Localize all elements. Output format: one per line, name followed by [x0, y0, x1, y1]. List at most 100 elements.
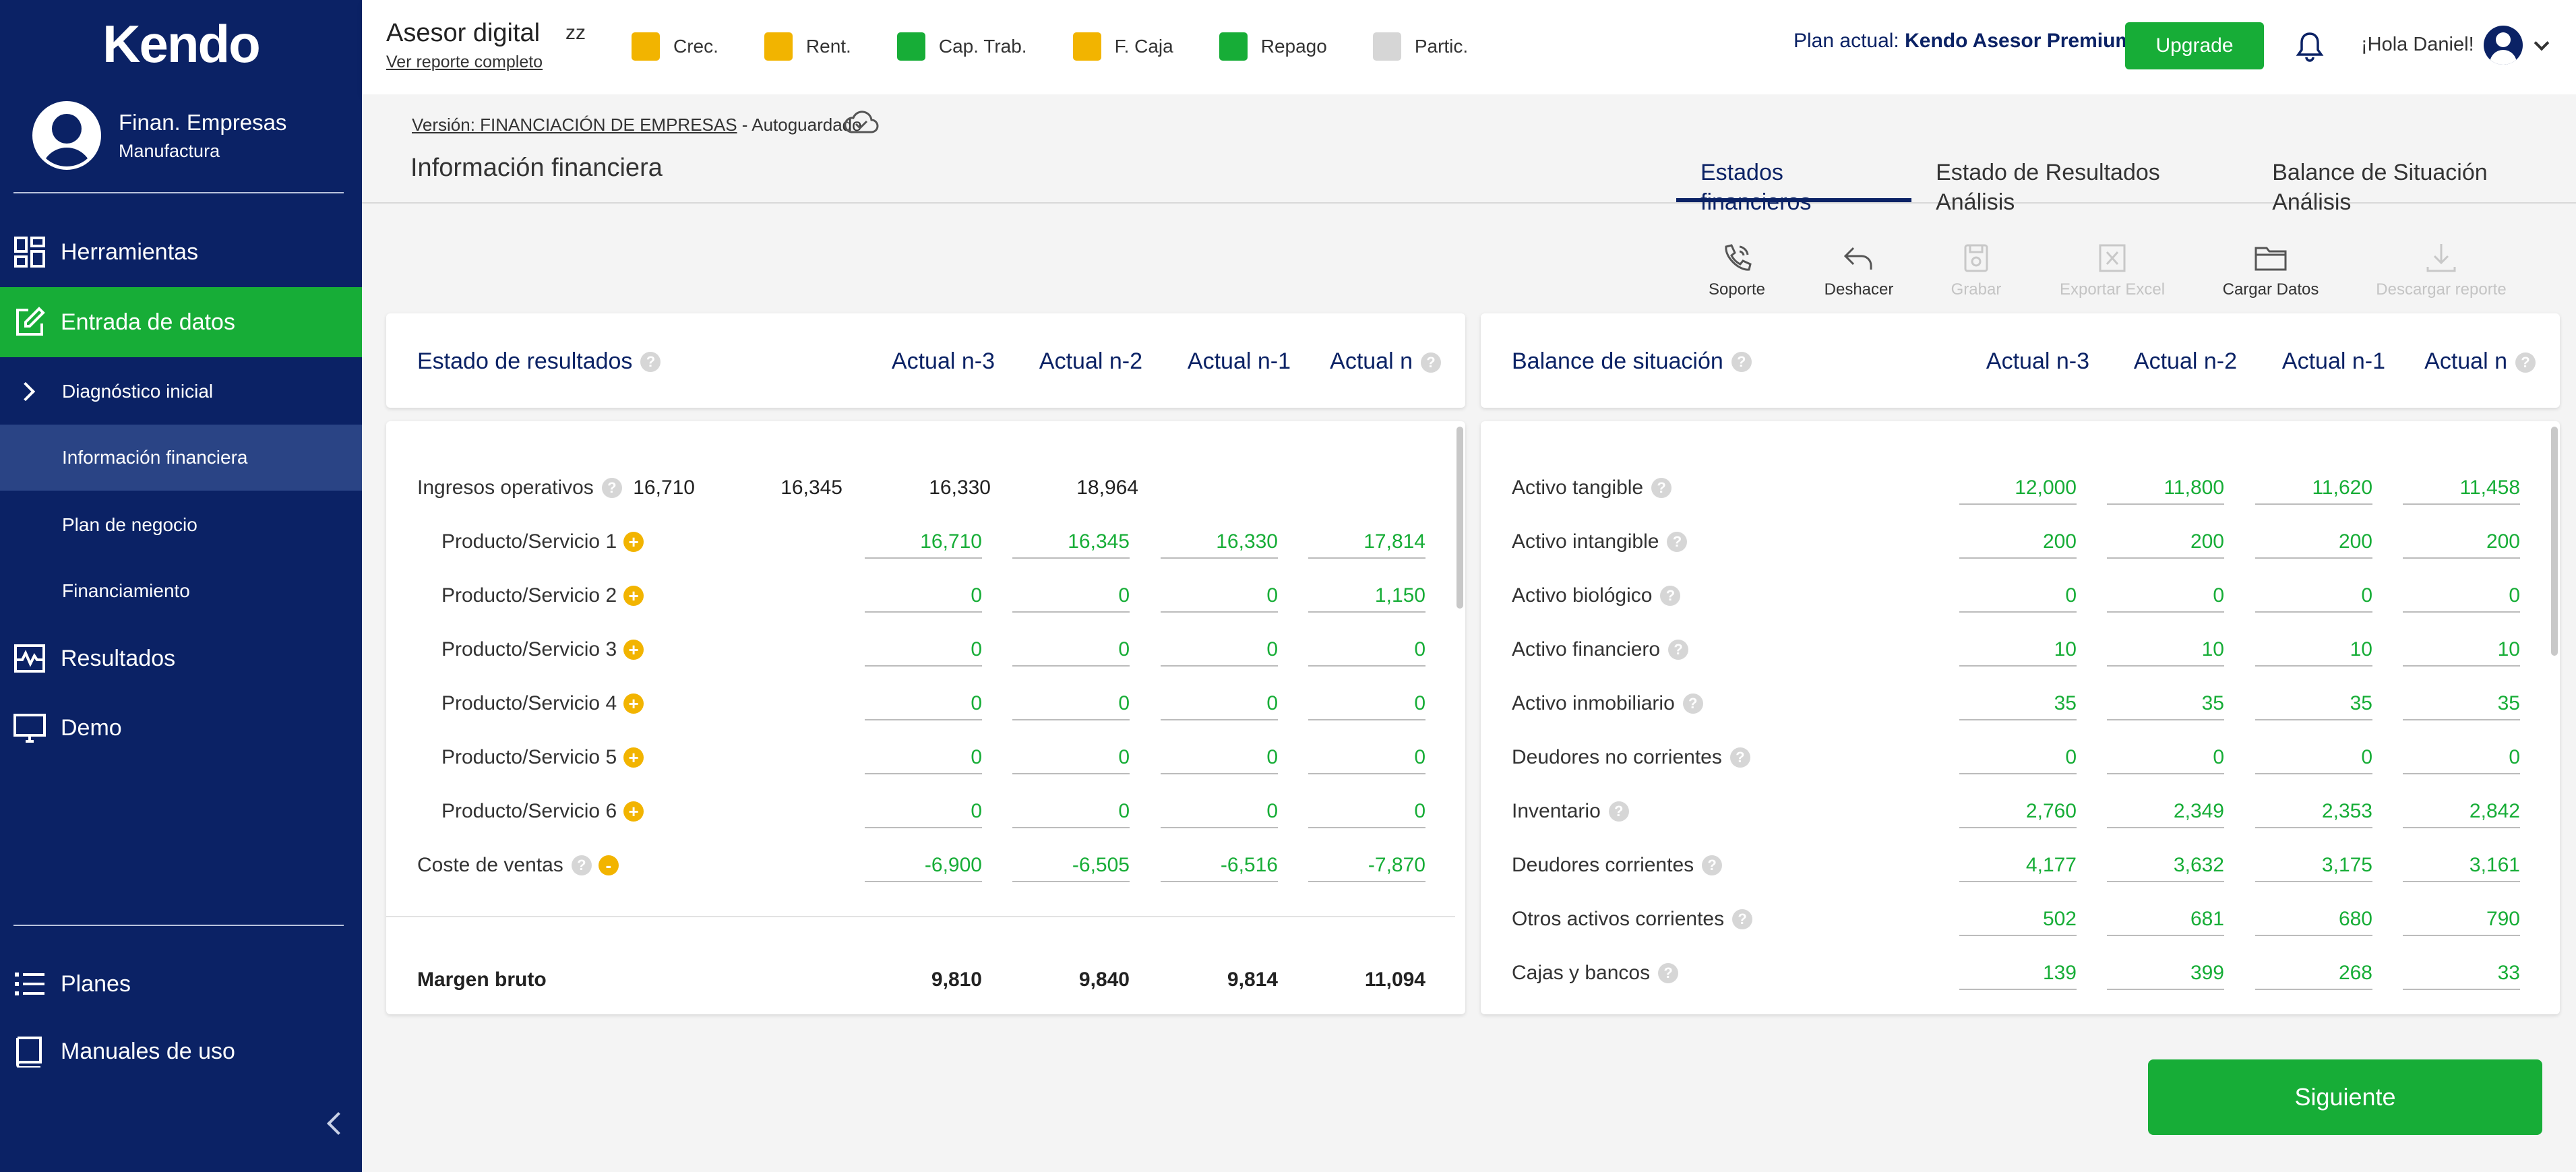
input-cell[interactable]: 2,353: [2255, 800, 2372, 828]
scrollbar[interactable]: [1456, 427, 1463, 609]
input-cell[interactable]: 2,842: [2403, 800, 2520, 828]
input-cell[interactable]: 0: [1308, 692, 1425, 720]
input-cell[interactable]: 11,458: [2403, 476, 2520, 505]
help-icon[interactable]: ?: [1668, 640, 1689, 660]
indicator-repago[interactable]: Repago: [1219, 32, 1327, 61]
input-cell[interactable]: 35: [2107, 692, 2224, 720]
input-cell[interactable]: 33: [2403, 962, 2520, 990]
input-cell[interactable]: 0: [1012, 638, 1130, 667]
input-cell[interactable]: 0: [2107, 584, 2224, 613]
sidebar-item-plan-negocio[interactable]: Plan de negocio: [0, 492, 362, 558]
help-icon[interactable]: ?: [601, 478, 622, 498]
add-icon[interactable]: +: [623, 747, 644, 768]
input-cell[interactable]: 200: [2255, 530, 2372, 559]
input-cell[interactable]: 35: [2403, 692, 2520, 720]
undo-button[interactable]: Deshacer: [1778, 243, 1940, 299]
input-cell[interactable]: 2,349: [2107, 800, 2224, 828]
input-cell[interactable]: 200: [1959, 530, 2077, 559]
input-cell[interactable]: 10: [2255, 638, 2372, 667]
collapse-sidebar-icon[interactable]: [327, 1112, 350, 1135]
input-cell[interactable]: 790: [2403, 908, 2520, 936]
input-cell[interactable]: 3,175: [2255, 854, 2372, 882]
input-cell[interactable]: 10: [1959, 638, 2077, 667]
input-cell[interactable]: 16,710: [865, 530, 982, 559]
indicator-partic[interactable]: Partic.: [1372, 32, 1468, 61]
save-button[interactable]: Grabar: [1895, 243, 2057, 299]
scrollbar[interactable]: [2551, 427, 2558, 656]
input-cell[interactable]: 200: [2403, 530, 2520, 559]
download-report-button[interactable]: Descargar reporte: [2360, 243, 2522, 299]
input-cell[interactable]: 0: [1012, 692, 1130, 720]
indicator-cap-trab[interactable]: Cap. Trab.: [896, 32, 1027, 61]
input-cell[interactable]: 0: [1161, 746, 1278, 774]
sidebar-item-diagnostico[interactable]: Diagnóstico inicial: [0, 359, 362, 425]
input-cell[interactable]: 0: [2403, 584, 2520, 613]
add-icon[interactable]: +: [623, 801, 644, 822]
help-icon[interactable]: ?: [1421, 352, 1441, 373]
input-cell[interactable]: 16,330: [1161, 530, 1278, 559]
help-icon[interactable]: ?: [1682, 693, 1703, 714]
sidebar-item-demo[interactable]: Demo: [0, 701, 362, 755]
help-icon[interactable]: ?: [1729, 747, 1750, 768]
sidebar-item-resultados[interactable]: Resultados: [0, 631, 362, 685]
help-icon[interactable]: ?: [640, 351, 661, 372]
help-icon[interactable]: ?: [1667, 532, 1688, 552]
chevron-down-icon[interactable]: [2534, 35, 2550, 51]
input-cell[interactable]: 0: [865, 800, 982, 828]
minus-icon[interactable]: -: [598, 855, 619, 875]
input-cell[interactable]: 399: [2107, 962, 2224, 990]
input-cell[interactable]: 0: [1959, 584, 2077, 613]
help-icon[interactable]: ?: [1702, 855, 1723, 875]
input-cell[interactable]: 17,814: [1308, 530, 1425, 559]
version-link[interactable]: Versión: FINANCIACIÓN DE EMPRESAS: [412, 115, 737, 135]
sidebar-item-manuales[interactable]: Manuales de uso: [0, 1024, 362, 1078]
input-cell[interactable]: 0: [1308, 746, 1425, 774]
input-cell[interactable]: 0: [2107, 746, 2224, 774]
help-icon[interactable]: ?: [1732, 909, 1753, 929]
indicator-f-caja[interactable]: F. Caja: [1072, 32, 1173, 61]
input-cell[interactable]: 11,800: [2107, 476, 2224, 505]
input-cell[interactable]: 0: [1161, 800, 1278, 828]
input-cell[interactable]: 0: [2255, 584, 2372, 613]
help-icon[interactable]: ?: [1608, 801, 1629, 822]
input-cell[interactable]: 0: [1959, 746, 2077, 774]
input-cell[interactable]: 0: [2403, 746, 2520, 774]
help-icon[interactable]: ?: [1660, 586, 1681, 606]
bell-icon[interactable]: [2295, 31, 2325, 62]
input-cell[interactable]: 0: [1308, 800, 1425, 828]
input-cell[interactable]: 0: [1012, 746, 1130, 774]
input-cell[interactable]: 681: [2107, 908, 2224, 936]
input-cell[interactable]: 35: [1959, 692, 2077, 720]
support-button[interactable]: Soporte: [1656, 243, 1818, 299]
input-cell[interactable]: 16,345: [1012, 530, 1130, 559]
add-icon[interactable]: +: [623, 640, 644, 660]
tab-estados-financieros[interactable]: Estados financieros: [1676, 158, 1912, 215]
add-icon[interactable]: +: [623, 532, 644, 552]
help-icon[interactable]: ?: [2515, 352, 2536, 373]
indicator-rent[interactable]: Rent.: [764, 32, 851, 61]
input-cell[interactable]: 502: [1959, 908, 2077, 936]
input-cell[interactable]: 0: [1012, 800, 1130, 828]
input-cell[interactable]: 0: [865, 746, 982, 774]
input-cell[interactable]: 268: [2255, 962, 2372, 990]
user-avatar-icon[interactable]: [2484, 26, 2523, 65]
tab-balance-analisis[interactable]: Balance de Situación Análisis: [2272, 160, 2488, 215]
input-cell[interactable]: 139: [1959, 962, 2077, 990]
input-cell[interactable]: 0: [865, 638, 982, 667]
indicator-crec[interactable]: Crec.: [632, 32, 718, 61]
input-cell[interactable]: 3,161: [2403, 854, 2520, 882]
input-cell[interactable]: 10: [2107, 638, 2224, 667]
help-icon[interactable]: ?: [1658, 963, 1679, 983]
input-cell[interactable]: 680: [2255, 908, 2372, 936]
input-cell[interactable]: -7,870: [1308, 854, 1425, 882]
input-cell[interactable]: -6,900: [865, 854, 982, 882]
input-cell[interactable]: 0: [1161, 692, 1278, 720]
next-button[interactable]: Siguiente: [2148, 1059, 2542, 1135]
input-cell[interactable]: 12,000: [1959, 476, 2077, 505]
sidebar-item-informacion-financiera[interactable]: Información financiera: [0, 425, 362, 491]
sidebar-item-financiamiento[interactable]: Financiamiento: [0, 558, 362, 624]
help-icon[interactable]: ?: [1651, 478, 1672, 498]
input-cell[interactable]: 3,632: [2107, 854, 2224, 882]
help-icon[interactable]: ?: [571, 855, 592, 875]
input-cell[interactable]: 0: [865, 692, 982, 720]
